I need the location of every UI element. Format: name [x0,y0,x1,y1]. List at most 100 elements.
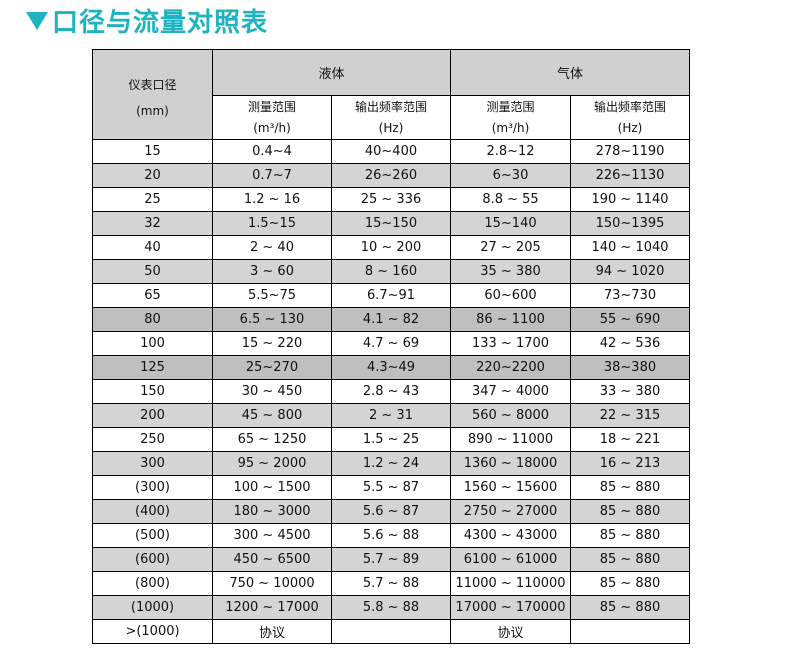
gas-range-cell: 1560 ~ 15600 [450,475,571,500]
table-row: 100 15 ~ 220 4.7 ~ 69 133 ~ 1700 42 ~ 536 [92,331,690,356]
section-title: 口径与流量对照表 [26,2,268,39]
liquid-freq-cell: 1.2 ~ 24 [331,451,451,476]
gas-range-header: 测量范围 (m³/h) [450,95,571,140]
liquid-range-cell: 30 ~ 450 [212,379,332,404]
liquid-freq-cell: 4.3~49 [331,355,451,380]
table-row: 300 95 ~ 2000 1.2 ~ 24 1360 ~ 18000 16 ~ 213 [92,451,690,476]
gas-range-cell: 35 ~ 380 [450,259,571,284]
table-row: (400) 180 ~ 3000 5.6 ~ 87 2750 ~ 27000 85 ~ … [92,499,690,524]
diameter-cell: (400) [92,499,213,524]
table-row: 15 0.4~4 40~400 2.8~12 278~1190 [92,139,690,164]
gas-freq-cell: 73~730 [570,283,690,308]
gas-range-cell: 560 ~ 8000 [450,403,571,428]
liquid-freq-cell: 5.8 ~ 88 [331,595,451,620]
liquid-freq-cell: 26~260 [331,163,451,188]
gas-freq-cell: 55 ~ 690 [570,307,690,332]
liquid-range-cell: 1.5~15 [212,211,332,236]
liquid-range-cell: 450 ~ 6500 [212,547,332,572]
gas-freq-cell: 85 ~ 880 [570,475,690,500]
gas-freq-cell: 22 ~ 315 [570,403,690,428]
diameter-cell: 100 [92,331,213,356]
gas-freq-header: 输出频率范围 (Hz) [570,95,690,140]
diameter-cell: (600) [92,547,213,572]
liquid-range-cell: 65 ~ 1250 [212,427,332,452]
gas-freq-cell: 16 ~ 213 [570,451,690,476]
gas-freq-cell: 190 ~ 1140 [570,187,690,212]
liquid-freq-cell: 5.7 ~ 88 [331,571,451,596]
gas-freq-cell: 85 ~ 880 [570,499,690,524]
liquid-freq-cell: 8 ~ 160 [331,259,451,284]
diameter-cell: (500) [92,523,213,548]
liquid-range-cell: 300 ~ 4500 [212,523,332,548]
liquid-freq-cell [331,619,451,644]
table-row: 20 0.7~7 26~260 6~30 226~1130 [92,163,690,188]
liquid-range-cell: 0.7~7 [212,163,332,188]
gas-range-cell: 17000 ~ 170000 [450,595,571,620]
liquid-range-cell: 3 ~ 60 [212,259,332,284]
diameter-cell: 125 [92,355,213,380]
liquid-range-cell: 1.2 ~ 16 [212,187,332,212]
diameter-cell: 50 [92,259,213,284]
table-row: (800) 750 ~ 10000 5.7 ~ 88 11000 ~ 110000 85… [92,571,690,596]
liquid-freq-cell: 5.6 ~ 88 [331,523,451,548]
gas-range-cell: 220~2200 [450,355,571,380]
liquid-header: 液体 [212,49,451,96]
gas-freq-cell: 33 ~ 380 [570,379,690,404]
gas-freq-cell: 38~380 [570,355,690,380]
diameter-cell: 65 [92,283,213,308]
gas-range-cell: 133 ~ 1700 [450,331,571,356]
liquid-freq-header: 输出频率范围 (Hz) [331,95,451,140]
diameter-cell: 15 [92,139,213,164]
table-row: (600) 450 ~ 6500 5.7 ~ 89 6100 ~ 61000 85 ~ … [92,547,690,572]
gas-range-cell: 8.8 ~ 55 [450,187,571,212]
gas-range-cell: 6~30 [450,163,571,188]
table-row: 32 1.5~15 15~150 15~140 150~1395 [92,211,690,236]
table-row: 200 45 ~ 800 2 ~ 31 560 ~ 8000 22 ~ 315 [92,403,690,428]
diameter-cell: 300 [92,451,213,476]
diameter-cell: >(1000) [92,619,213,644]
gas-range-cell: 2750 ~ 27000 [450,499,571,524]
liquid-freq-cell: 5.7 ~ 89 [331,547,451,572]
table-row: 40 2 ~ 40 10 ~ 200 27 ~ 205 140 ~ 1040 [92,235,690,260]
liquid-freq-cell: 2 ~ 31 [331,403,451,428]
gas-range-cell: 27 ~ 205 [450,235,571,260]
gas-range-cell: 890 ~ 11000 [450,427,571,452]
liquid-range-cell: 5.5~75 [212,283,332,308]
liquid-range-cell: 1200 ~ 17000 [212,595,332,620]
diameter-cell: (300) [92,475,213,500]
table-row: >(1000) 协议 协议 [92,619,690,644]
liquid-range-cell: 2 ~ 40 [212,235,332,260]
gas-header: 气体 [450,49,690,96]
liquid-range-cell: 协议 [212,619,332,644]
liquid-freq-cell: 25 ~ 336 [331,187,451,212]
liquid-freq-cell: 4.1 ~ 82 [331,307,451,332]
gas-freq-cell: 150~1395 [570,211,690,236]
table-row: 65 5.5~75 6.7~91 60~600 73~730 [92,283,690,308]
gas-range-cell: 347 ~ 4000 [450,379,571,404]
gas-freq-cell: 278~1190 [570,139,690,164]
diameter-cell: 40 [92,235,213,260]
gas-range-cell: 86 ~ 1100 [450,307,571,332]
liquid-freq-cell: 4.7 ~ 69 [331,331,451,356]
diameter-cell: 25 [92,187,213,212]
liquid-freq-cell: 5.5 ~ 87 [331,475,451,500]
table-row: (1000) 1200 ~ 17000 5.8 ~ 88 17000 ~ 170000… [92,595,690,620]
table-row: 25 1.2 ~ 16 25 ~ 336 8.8 ~ 55 190 ~ 1140 [92,187,690,212]
diameter-header: 仪表口径 (mm) [92,49,213,140]
gas-range-cell: 1360 ~ 18000 [450,451,571,476]
liquid-freq-cell: 1.5 ~ 25 [331,427,451,452]
diameter-cell: (800) [92,571,213,596]
diameter-cell: 250 [92,427,213,452]
liquid-range-cell: 15 ~ 220 [212,331,332,356]
gas-freq-cell: 140 ~ 1040 [570,235,690,260]
table-row: 125 25~270 4.3~49 220~2200 38~380 [92,355,690,380]
liquid-freq-cell: 6.7~91 [331,283,451,308]
gas-range-cell: 60~600 [450,283,571,308]
gas-range-cell: 2.8~12 [450,139,571,164]
gas-freq-cell: 85 ~ 880 [570,595,690,620]
gas-range-cell: 15~140 [450,211,571,236]
gas-range-cell: 协议 [450,619,571,644]
gas-freq-cell: 85 ~ 880 [570,547,690,572]
diameter-flow-table: 仪表口径 (mm) 液体 气体 测量范围 (m³/h) 输出频率范围 (Hz) 测量范… [92,49,690,644]
gas-freq-cell: 42 ~ 536 [570,331,690,356]
